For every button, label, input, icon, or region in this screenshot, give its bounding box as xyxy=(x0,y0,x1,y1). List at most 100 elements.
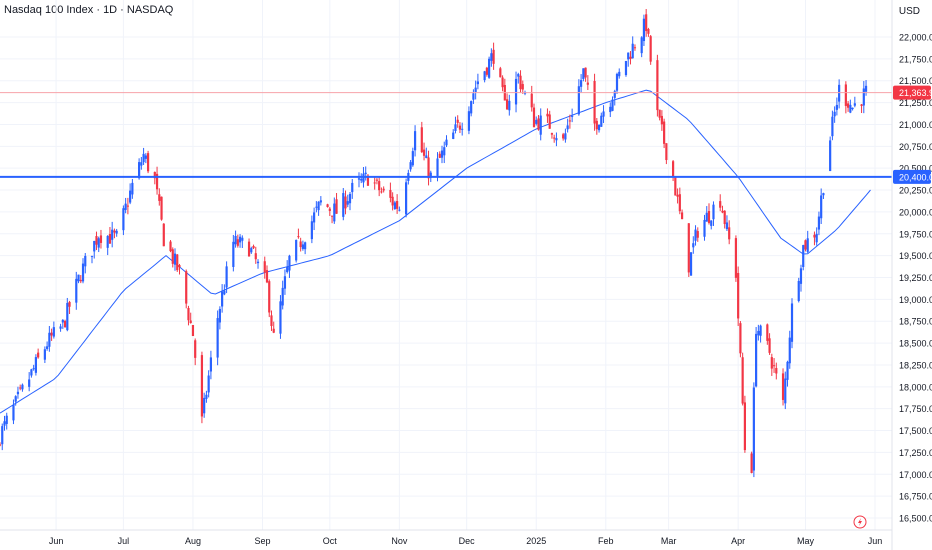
candle-body xyxy=(12,404,15,421)
candle-body xyxy=(860,104,863,106)
candle-body xyxy=(52,327,55,337)
y-tick-label: 20,000.00 xyxy=(899,207,932,217)
y-tick-label: 21,500.00 xyxy=(899,76,932,86)
candle-body xyxy=(330,215,334,217)
candle-body xyxy=(169,241,172,252)
candle-body xyxy=(802,245,805,267)
candle-body xyxy=(90,255,94,257)
candle-body xyxy=(297,236,300,238)
y-tick-label: 16,500.00 xyxy=(899,514,932,524)
candle-body xyxy=(631,43,634,59)
y-tick-label: 18,500.00 xyxy=(899,339,932,349)
candle-body xyxy=(422,149,426,156)
candle-body xyxy=(633,47,637,49)
candle-body xyxy=(658,109,661,118)
candle-body xyxy=(548,114,551,129)
candle-body xyxy=(642,18,646,42)
candle-body xyxy=(420,127,423,153)
x-tick-label: Apr xyxy=(731,536,745,546)
candle-body xyxy=(546,113,549,117)
currency-label[interactable]: USD xyxy=(898,6,920,17)
candle-body xyxy=(784,378,787,404)
candle-body xyxy=(360,178,363,181)
candle-body xyxy=(373,182,376,184)
candle-body xyxy=(553,137,556,139)
candle-body xyxy=(43,349,46,360)
candle-body xyxy=(786,361,789,380)
candle-body xyxy=(3,421,6,426)
candle-body xyxy=(362,173,365,183)
candle-body xyxy=(241,237,244,241)
candle-body xyxy=(32,368,35,370)
candle-body xyxy=(346,201,349,205)
candle-body xyxy=(326,204,329,208)
candle-body xyxy=(357,178,361,180)
candle-body xyxy=(427,157,430,179)
candle-body xyxy=(79,279,82,282)
y-tick-label: 21,750.00 xyxy=(899,54,932,64)
candle-body xyxy=(665,143,668,161)
candle-body xyxy=(743,402,746,451)
candle-body xyxy=(568,120,571,122)
y-tick-label: 19,750.00 xyxy=(899,229,932,239)
candle-body xyxy=(429,172,432,178)
candle-body xyxy=(813,234,816,238)
candle-body xyxy=(21,384,24,390)
candle-body xyxy=(173,253,177,265)
candle-body xyxy=(301,244,304,249)
y-tick-label: 19,000.00 xyxy=(899,295,932,305)
candle-body xyxy=(470,101,473,114)
y-tick-label: 20,750.00 xyxy=(899,142,932,152)
candle-body xyxy=(490,53,493,61)
y-tick-label: 16,750.00 xyxy=(899,492,932,502)
candle-body xyxy=(146,153,150,172)
candle-body xyxy=(831,116,834,137)
candle-body xyxy=(687,223,690,273)
candle-body xyxy=(750,453,753,473)
candle-body xyxy=(728,227,731,240)
candle-body xyxy=(755,333,758,387)
candle-body xyxy=(413,131,417,151)
candle-body xyxy=(106,235,109,248)
candle-body xyxy=(508,100,511,111)
candle-body xyxy=(405,182,408,215)
candle-body xyxy=(562,134,565,139)
candle-body xyxy=(124,203,127,210)
candle-body xyxy=(268,281,271,313)
candle-body xyxy=(488,58,491,78)
candle-body xyxy=(707,211,711,223)
candle-body xyxy=(310,221,313,240)
candle-body xyxy=(144,155,147,159)
candle-body xyxy=(299,241,302,248)
x-tick-label: Sep xyxy=(254,536,270,546)
candle-body xyxy=(436,158,439,176)
candle-body xyxy=(61,319,64,323)
candle-body xyxy=(844,84,847,106)
candle-body xyxy=(712,204,715,220)
candle-body xyxy=(256,261,260,264)
x-tick-label: Aug xyxy=(185,536,201,546)
x-tick-label: Dec xyxy=(459,536,476,546)
time-axis: Jun Jul Aug Sep Oct Nov Dec 2025 Feb Mar Apr May Jun xyxy=(49,536,882,546)
candle-body xyxy=(265,270,269,283)
candle-body xyxy=(396,201,399,209)
y-tick-label: 20,500.00 xyxy=(899,164,932,174)
y-tick-label: 20,250.00 xyxy=(899,186,932,196)
candle-body xyxy=(555,138,558,141)
candle-body xyxy=(295,240,298,261)
candle-body xyxy=(30,369,33,376)
candle-body xyxy=(46,346,49,349)
candle-body xyxy=(138,162,141,179)
candle-body xyxy=(790,303,794,342)
candle-body xyxy=(66,302,69,331)
x-tick-label: Oct xyxy=(323,536,338,546)
candle-body xyxy=(680,212,684,220)
flash-icon[interactable] xyxy=(853,515,867,529)
candle-body xyxy=(16,391,20,395)
candle-body xyxy=(483,71,486,81)
candle-body xyxy=(1,426,4,445)
candle-body xyxy=(281,287,284,306)
level-price-tag: 20,400.00 xyxy=(899,172,932,182)
candle-body xyxy=(375,179,379,181)
